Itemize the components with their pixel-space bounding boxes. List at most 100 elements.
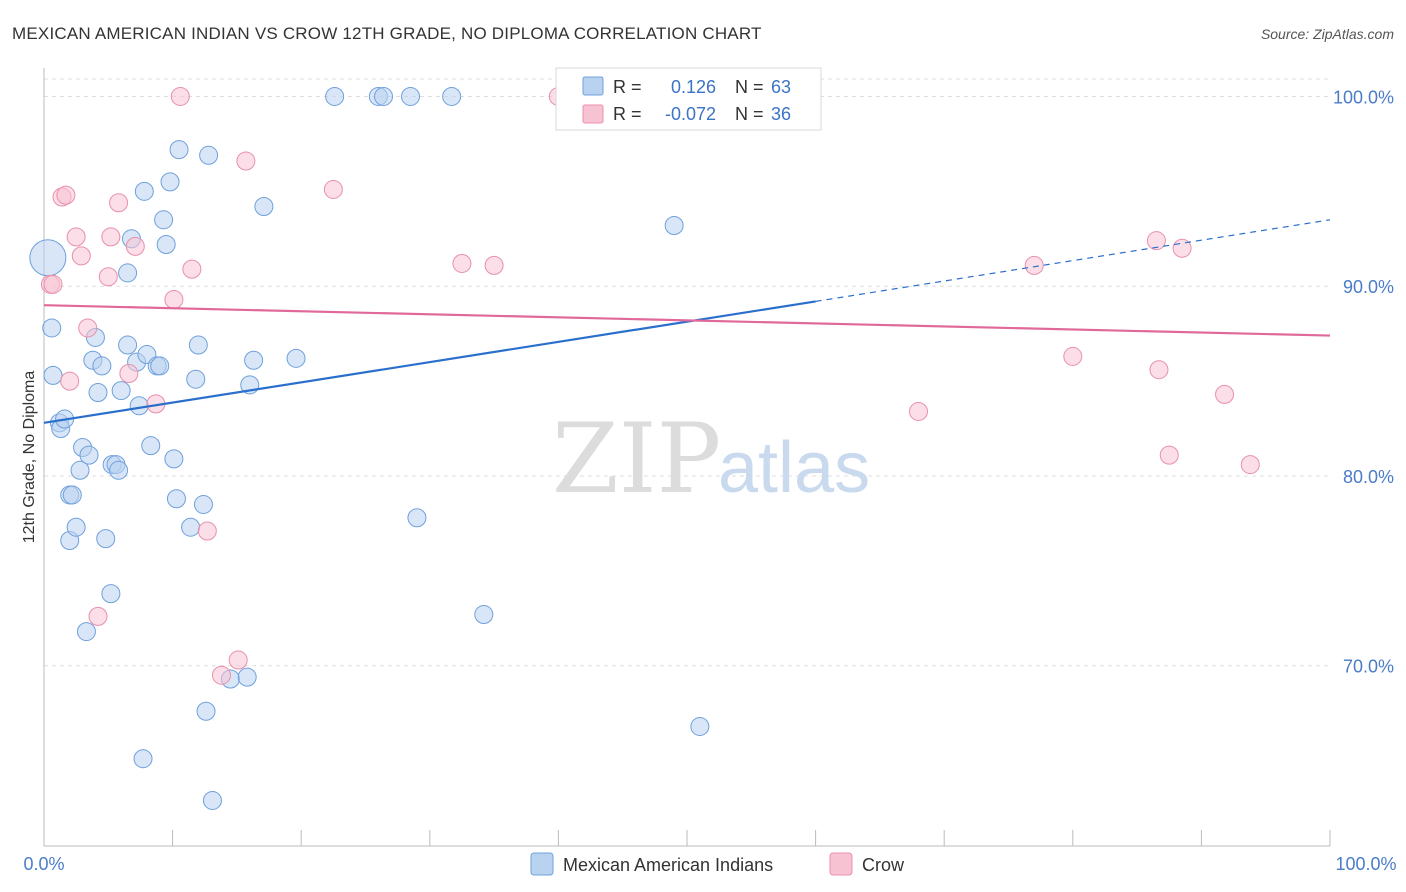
point-crow-27 [908, 401, 928, 421]
point-mexican-american-indians-41 [181, 517, 201, 537]
watermark: ZIP atlas [552, 403, 870, 515]
point-crow-1 [43, 274, 63, 294]
point-crow-31 [1149, 360, 1169, 380]
point-mexican-american-indians-54 [325, 86, 345, 106]
x-axis-ticks [43, 830, 1331, 846]
point-mexican-american-indians-61 [664, 215, 684, 235]
point-crow-7 [78, 318, 98, 338]
point-mexican-american-indians-44 [193, 494, 213, 514]
point-mexican-american-indians-24 [118, 335, 138, 355]
x-tick-label-max: 100.0% [1335, 854, 1396, 874]
stats-swatch-crow [582, 104, 604, 124]
point-crow-13 [125, 236, 145, 256]
stats-r-value-2: -0.072 [665, 104, 716, 124]
point-crow-28 [1024, 255, 1044, 275]
watermark-zip: ZIP [552, 403, 721, 515]
point-crow-35 [1240, 455, 1260, 475]
point-mexican-american-indians-25 [118, 263, 138, 283]
point-mexican-american-indians-35 [154, 210, 174, 230]
point-mexican-american-indians-62 [690, 716, 710, 736]
chart-title: MEXICAN AMERICAN INDIAN VS CROW 12TH GRA… [12, 24, 762, 43]
scatter-points [29, 86, 1260, 810]
point-mexican-american-indians-23 [111, 381, 131, 401]
point-mexican-american-indians-38 [164, 449, 184, 469]
legend-label-crow: Crow [862, 855, 905, 875]
point-mexican-american-indians-45 [196, 701, 216, 721]
point-mexican-american-indians-60 [474, 604, 494, 624]
point-mexican-american-indians-59 [442, 86, 462, 106]
point-mexican-american-indians-56 [374, 86, 394, 106]
point-mexican-american-indians-30 [134, 181, 154, 201]
gridlines [44, 78, 1330, 667]
stats-legend: R = 0.126 N = 63 R = -0.072 N = 36 [555, 67, 822, 131]
point-mexican-american-indians-10 [70, 460, 90, 480]
point-mexican-american-indians-42 [186, 369, 206, 389]
point-mexican-american-indians-12 [76, 622, 96, 642]
point-mexican-american-indians-29 [133, 749, 153, 769]
point-mexican-american-indians-9 [66, 517, 86, 537]
point-mexican-american-indians-49 [237, 667, 257, 687]
point-mexican-american-indians-18 [96, 529, 116, 549]
point-crow-23 [452, 253, 472, 273]
point-mexican-american-indians-32 [141, 436, 161, 456]
point-mexican-american-indians-46 [199, 145, 219, 165]
point-crow-8 [88, 606, 108, 626]
stats-r-label-2: R = [613, 104, 642, 124]
stats-n-label-2: N = [735, 104, 764, 124]
chart-source: Source: ZipAtlas.com [1261, 26, 1394, 42]
point-crow-18 [197, 521, 217, 541]
legend-label-mexican-american-indians: Mexican American Indians [563, 855, 773, 875]
point-crow-20 [228, 650, 248, 670]
stats-n-label-1: N = [735, 77, 764, 97]
point-mexican-american-indians-0 [29, 239, 67, 277]
stats-n-value-2: 36 [771, 104, 791, 124]
point-crow-3 [56, 185, 76, 205]
point-crow-34 [1215, 384, 1235, 404]
point-mexican-american-indians-51 [244, 350, 264, 370]
point-mexican-american-indians-40 [169, 140, 189, 160]
trend-lines [43, 219, 1331, 424]
point-mexican-american-indians-8 [62, 485, 82, 505]
y-axis-tick-labels: 100.0% 90.0% 80.0% 70.0% [1333, 87, 1394, 676]
stats-r-value-1: 0.126 [671, 77, 716, 97]
point-mexican-american-indians-34 [150, 356, 170, 376]
y-tick-label-90: 90.0% [1343, 277, 1394, 297]
point-crow-5 [66, 227, 86, 247]
point-crow-15 [164, 290, 184, 310]
watermark-atlas: atlas [718, 428, 870, 508]
point-crow-30 [1146, 231, 1166, 251]
point-crow-21 [236, 151, 256, 171]
point-mexican-american-indians-39 [166, 489, 186, 509]
point-mexican-american-indians-52 [254, 197, 274, 217]
point-crow-19 [211, 665, 231, 685]
point-mexican-american-indians-57 [401, 86, 421, 106]
point-crow-32 [1159, 445, 1179, 465]
stats-swatch-mexican-american-indians [582, 76, 604, 96]
point-mexican-american-indians-53 [286, 348, 306, 368]
point-mexican-american-indians-47 [202, 790, 222, 810]
series-legend: Mexican American Indians Crow [530, 852, 905, 876]
point-crow-11 [109, 193, 129, 213]
trend-line-mexican-american-indians [43, 300, 816, 424]
point-mexican-american-indians-17 [92, 356, 112, 376]
point-crow-4 [60, 371, 80, 391]
point-mexican-american-indians-1 [42, 318, 62, 338]
point-crow-6 [71, 246, 91, 266]
stats-r-label-1: R = [613, 77, 642, 97]
point-crow-16 [170, 86, 190, 106]
point-crow-17 [182, 259, 202, 279]
point-crow-12 [119, 364, 139, 384]
x-tick-label-min: 0.0% [23, 854, 64, 874]
trend-line-crow [43, 304, 1331, 337]
point-crow-9 [98, 267, 118, 287]
point-mexican-american-indians-22 [109, 460, 129, 480]
point-mexican-american-indians-16 [88, 382, 108, 402]
point-mexican-american-indians-58 [407, 508, 427, 528]
point-mexican-american-indians-36 [156, 234, 176, 254]
point-mexican-american-indians-13 [79, 445, 99, 465]
legend-swatch-mexican-american-indians [530, 852, 554, 876]
point-crow-29 [1063, 346, 1083, 366]
y-tick-label-70: 70.0% [1343, 657, 1394, 677]
point-crow-22 [323, 179, 343, 199]
